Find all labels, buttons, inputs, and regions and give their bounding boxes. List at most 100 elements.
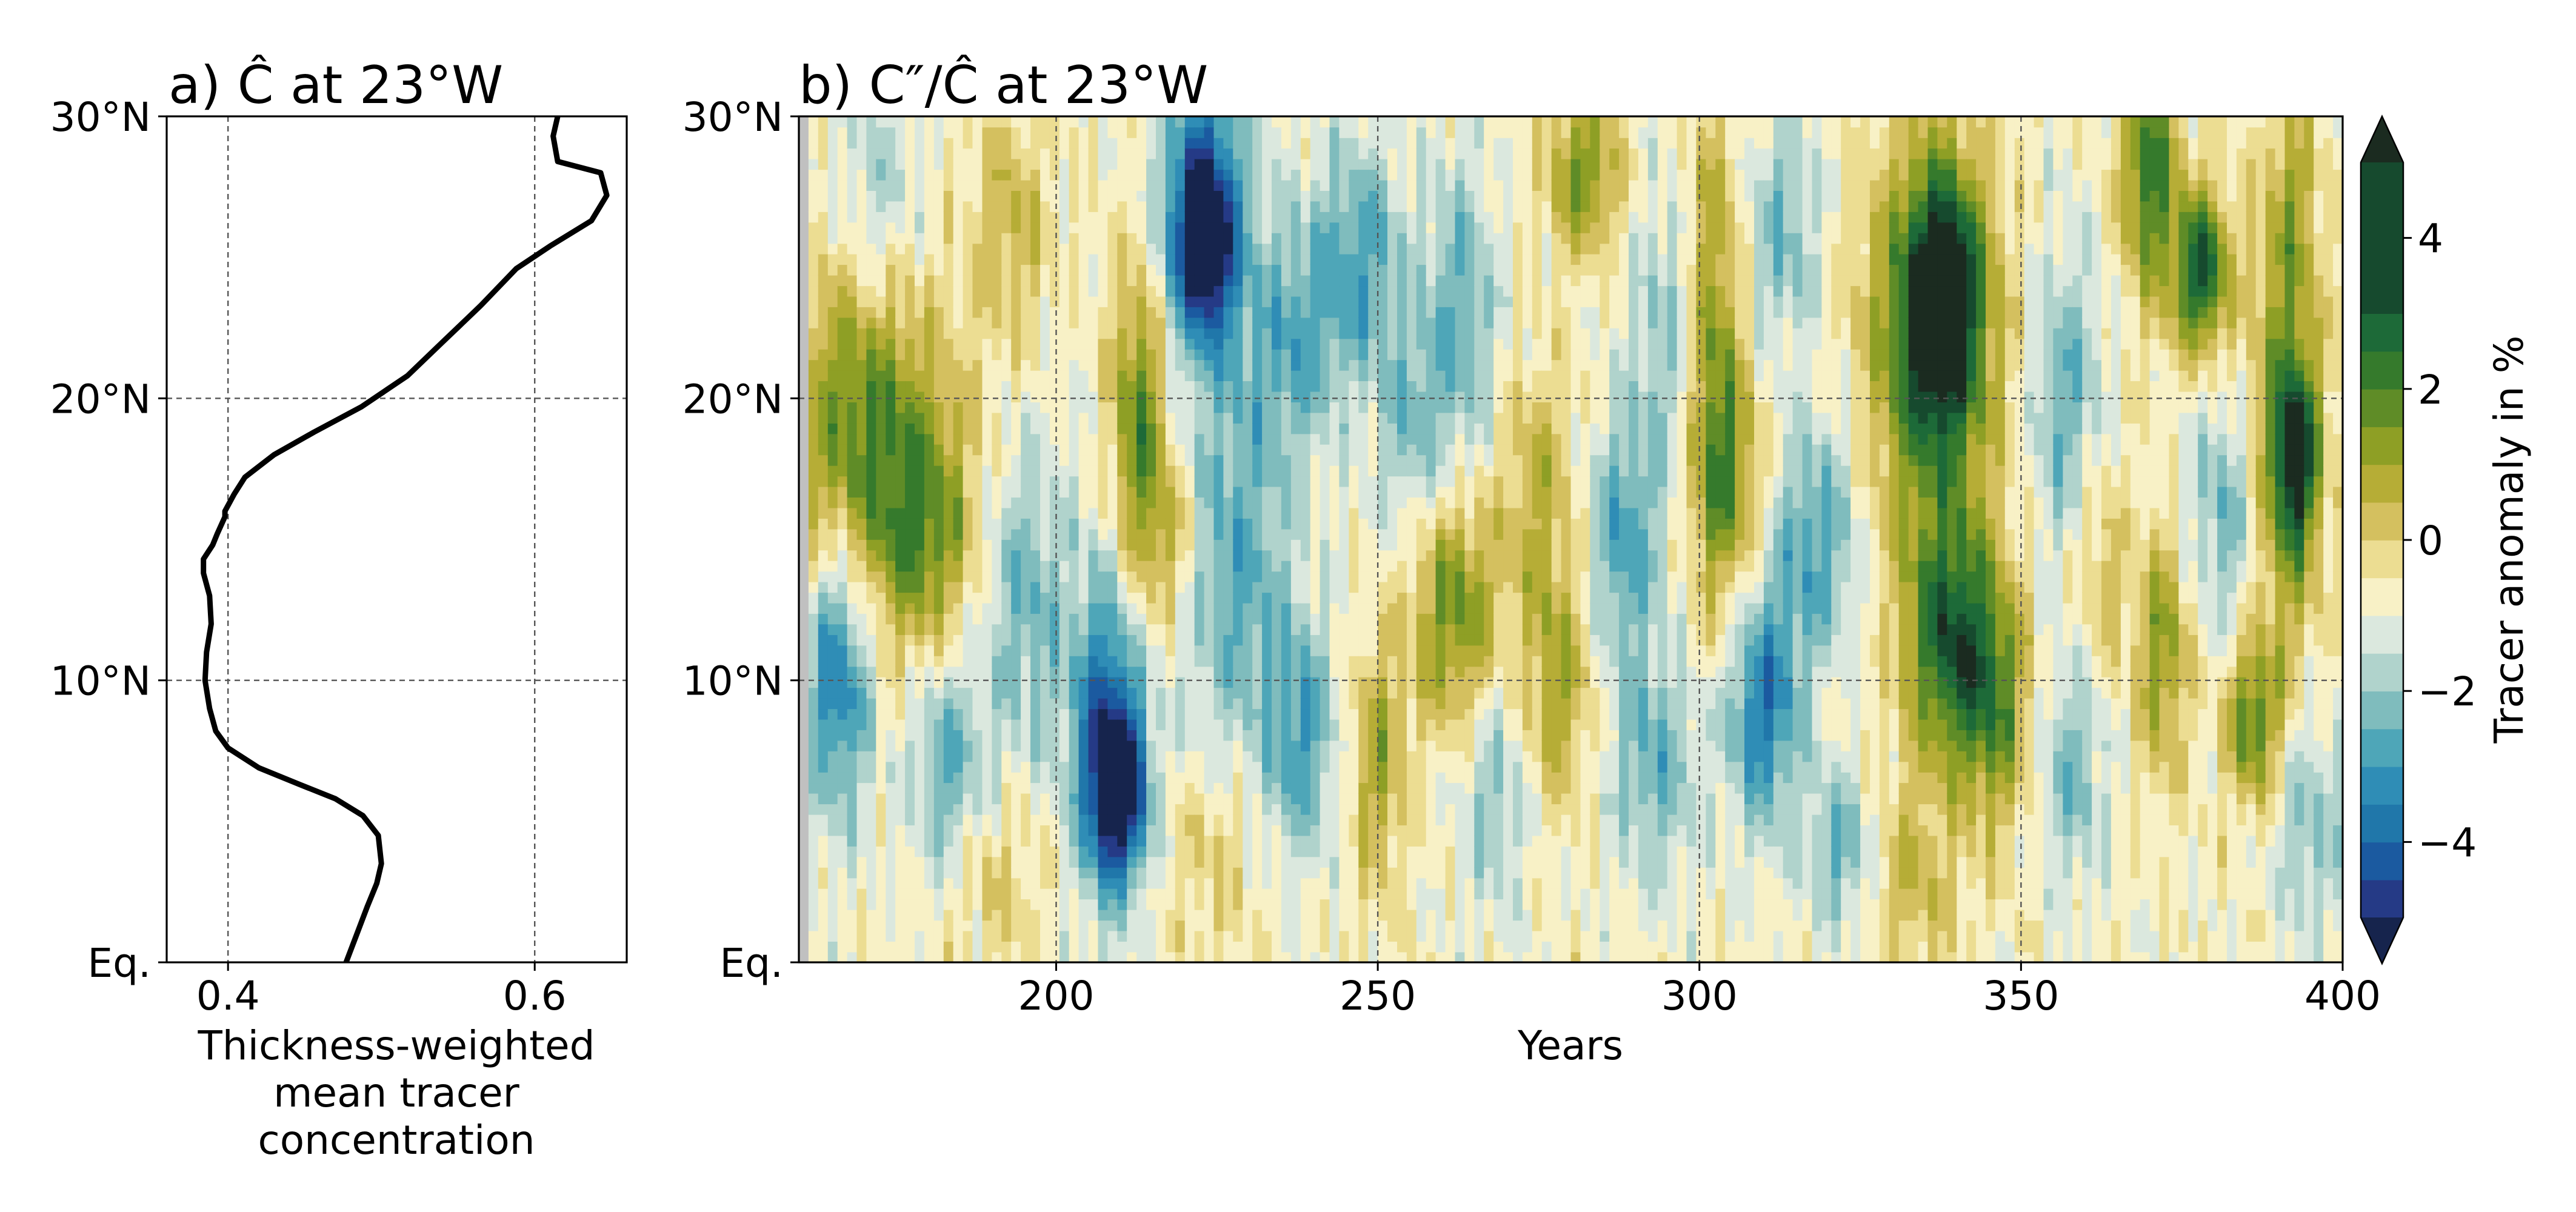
heatmap-cell xyxy=(992,381,1003,392)
heatmap-cell xyxy=(1387,761,1398,773)
heatmap-cell xyxy=(1049,275,1060,287)
heatmap-cell xyxy=(1040,804,1050,815)
heatmap-cell xyxy=(818,676,829,688)
heatmap-cell xyxy=(1281,370,1292,381)
heatmap-cell xyxy=(915,253,925,265)
heatmap-cell xyxy=(1146,465,1156,477)
xlabel-line: Thickness-weighted xyxy=(197,1022,595,1069)
heatmap-cell xyxy=(1011,528,1021,540)
heatmap-cell xyxy=(1387,645,1398,656)
heatmap-cell xyxy=(1127,190,1137,202)
heatmap-cell xyxy=(933,581,944,593)
heatmap-cell xyxy=(818,771,829,784)
heatmap-cell xyxy=(1021,476,1031,487)
heatmap-cell xyxy=(837,148,848,159)
heatmap-cell xyxy=(1290,179,1301,191)
heatmap-cell xyxy=(847,528,858,540)
heatmap-cell xyxy=(866,137,877,149)
heatmap-cell xyxy=(1117,592,1127,604)
heatmap-cell xyxy=(818,951,829,962)
heatmap-cell xyxy=(856,867,867,879)
heatmap-cell xyxy=(1378,497,1388,508)
heatmap-cell xyxy=(1213,307,1224,318)
heatmap-cell xyxy=(1175,656,1186,667)
heatmap-cell xyxy=(1358,602,1369,614)
heatmap-cell xyxy=(847,201,858,212)
heatmap-cell xyxy=(886,676,896,688)
heatmap-cell xyxy=(963,814,973,825)
heatmap-cell xyxy=(1252,275,1263,287)
heatmap-cell xyxy=(1030,539,1041,551)
heatmap-cell xyxy=(1194,941,1205,953)
heatmap-cell xyxy=(1078,359,1089,371)
heatmap-cell xyxy=(915,888,925,900)
heatmap-cell xyxy=(1300,158,1311,170)
heatmap-cell xyxy=(1040,243,1050,255)
heatmap-cell xyxy=(1281,211,1292,223)
heatmap-cell xyxy=(866,497,877,508)
heatmap-cell xyxy=(1021,740,1031,751)
heatmap-cell xyxy=(1204,359,1215,371)
heatmap-cell xyxy=(915,740,925,751)
heatmap-cell xyxy=(1290,359,1301,371)
heatmap-cell xyxy=(818,793,829,805)
heatmap-cell xyxy=(1107,233,1118,244)
heatmap-cell xyxy=(972,687,983,699)
heatmap-cell xyxy=(1175,348,1186,361)
heatmap-cell xyxy=(1272,518,1282,530)
heatmap-cell xyxy=(1088,486,1099,498)
heatmap-cell xyxy=(972,243,983,255)
heatmap-cell xyxy=(1223,127,1234,138)
heatmap-cell xyxy=(1165,719,1176,730)
heatmap-cell xyxy=(1175,645,1186,656)
heatmap-cell xyxy=(1059,233,1070,244)
heatmap-cell xyxy=(1339,253,1350,265)
heatmap-cell xyxy=(1021,951,1031,962)
heatmap-cell xyxy=(886,867,896,879)
heatmap-cell xyxy=(1127,412,1137,424)
heatmap-cell xyxy=(1165,602,1176,614)
heatmap-cell xyxy=(1156,899,1166,910)
heatmap-cell xyxy=(1204,941,1215,953)
heatmap-cell xyxy=(943,856,954,868)
heatmap-cell xyxy=(1107,285,1118,297)
heatmap-cell xyxy=(915,835,925,847)
heatmap-cell xyxy=(1204,571,1215,582)
heatmap-cell xyxy=(1358,930,1369,942)
heatmap-cell xyxy=(1243,169,1253,181)
heatmap-cell xyxy=(972,381,983,392)
heatmap-cell xyxy=(837,740,848,751)
heatmap-cell xyxy=(1011,698,1021,710)
heatmap-cell xyxy=(953,412,964,424)
heatmap-cell xyxy=(1243,814,1253,825)
heatmap-cell xyxy=(1059,592,1070,604)
heatmap-cell xyxy=(943,528,954,540)
heatmap-cell xyxy=(837,370,848,381)
heatmap-cell xyxy=(1252,285,1263,297)
heatmap-cell xyxy=(1387,867,1398,879)
heatmap-cell xyxy=(933,412,944,424)
heatmap-cell xyxy=(1378,592,1388,604)
heatmap-cell xyxy=(818,348,829,361)
heatmap-cell xyxy=(837,423,848,435)
heatmap-cell xyxy=(992,433,1003,445)
heatmap-cell xyxy=(924,814,935,825)
heatmap-cell xyxy=(876,793,886,805)
heatmap-cell xyxy=(1329,951,1340,962)
heatmap-cell xyxy=(1021,909,1031,921)
heatmap-cell xyxy=(1223,317,1234,328)
heatmap-cell xyxy=(1117,571,1127,582)
heatmap-cell xyxy=(1223,402,1234,413)
heatmap-cell xyxy=(1088,201,1099,212)
heatmap-cell xyxy=(972,528,983,540)
heatmap-cell xyxy=(933,307,944,318)
heatmap-cell xyxy=(1349,867,1360,879)
heatmap-cell xyxy=(1397,920,1407,931)
heatmap-cell xyxy=(1243,539,1253,551)
heatmap-cell xyxy=(1339,624,1350,635)
heatmap-cell xyxy=(943,402,954,413)
heatmap-cell xyxy=(924,877,935,889)
heatmap-cell xyxy=(1329,740,1340,751)
heatmap-cell xyxy=(818,444,829,456)
heatmap-cell xyxy=(943,676,954,688)
